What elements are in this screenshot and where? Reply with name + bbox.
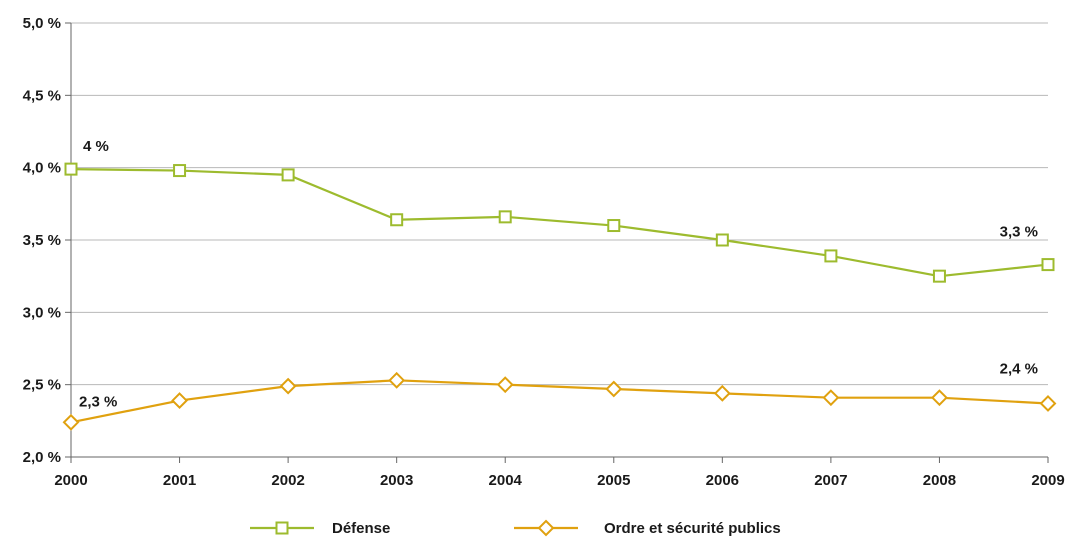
data-point [931, 389, 948, 407]
data-point [281, 168, 295, 182]
data-point [607, 219, 621, 233]
data-point [496, 376, 514, 394]
legend-label: Ordre et sécurité publics [604, 520, 781, 537]
y-axis-ticks: 2,0 % 2,5 % 3,0 % 3,5 % 4,0 % 4,5 % 5,0 % [23, 15, 71, 466]
data-point [64, 162, 78, 176]
x-tick-label: 2003 [380, 472, 413, 489]
data-point [1039, 395, 1057, 412]
series-line-0 [70, 168, 1049, 278]
x-tick-label: 2009 [1031, 472, 1064, 489]
x-tick-label: 2008 [923, 472, 956, 489]
data-point [605, 380, 623, 398]
data-point [498, 210, 512, 224]
series-line-1 [70, 379, 1049, 424]
data-point [1041, 258, 1055, 272]
x-tick-label: 2007 [814, 472, 847, 489]
data-label: 4 % [83, 138, 109, 155]
data-point [713, 384, 731, 402]
y-tick-label: 4,5 % [23, 87, 61, 104]
legend-marker [537, 519, 555, 537]
x-tick-label: 2001 [163, 472, 196, 489]
data-point [932, 269, 946, 283]
data-point [171, 392, 188, 409]
legend: Défense Ordre et sécurité publics [250, 519, 781, 537]
x-tick-label: 2004 [489, 472, 523, 489]
data-point [822, 389, 840, 407]
x-tick-label: 2006 [706, 472, 739, 489]
x-tick-label: 2002 [271, 472, 304, 489]
y-tick-label: 3,0 % [23, 304, 61, 321]
x-tick-label: 2000 [54, 472, 87, 489]
legend-marker [275, 521, 289, 535]
data-point [390, 213, 404, 227]
x-axis-ticks: 2000 2001 2002 2003 2004 2005 2006 2007 2008 2009 [54, 457, 1065, 489]
data-point [715, 233, 729, 247]
y-tick-label: 3,5 % [23, 232, 61, 249]
y-tick-label: 4,0 % [23, 160, 61, 177]
data-point [824, 249, 838, 263]
data-point [279, 377, 297, 395]
y-tick-label: 5,0 % [23, 15, 61, 32]
legend-label: Défense [332, 520, 390, 537]
data-point [173, 164, 187, 178]
data-label: 2,3 % [79, 393, 117, 410]
legend-item: Ordre et sécurité publics [514, 519, 781, 537]
y-tick-label: 2,0 % [23, 449, 61, 466]
y-tick-label: 2,5 % [23, 377, 61, 394]
data-label: 2,4 % [1000, 360, 1038, 377]
gridlines [71, 22, 1048, 386]
x-tick-label: 2005 [597, 472, 630, 489]
data-labels: 4 % 3,3 % 2,3 % 2,4 % [79, 138, 1038, 410]
data-point [62, 413, 80, 431]
legend-item: Défense [250, 520, 390, 537]
series-group [62, 162, 1057, 431]
data-point [388, 371, 406, 389]
data-label: 3,3 % [1000, 224, 1038, 241]
